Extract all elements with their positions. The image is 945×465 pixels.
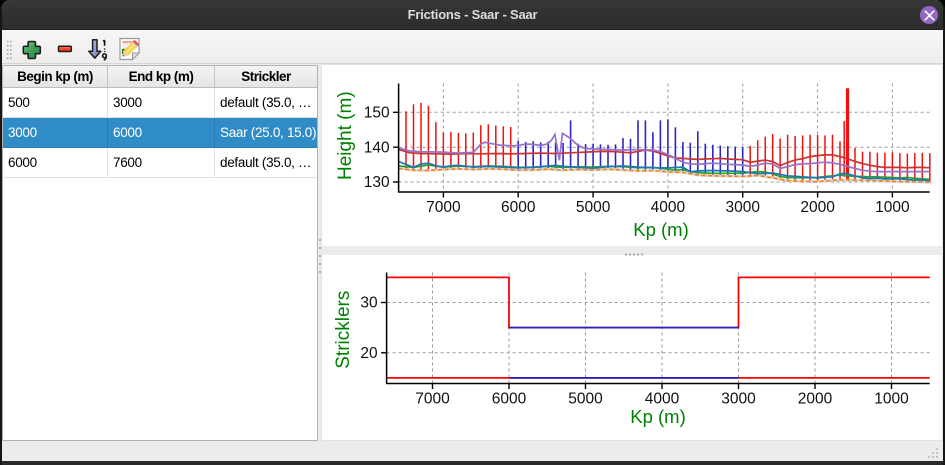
svg-text:7000: 7000 bbox=[426, 199, 461, 216]
svg-text:2000: 2000 bbox=[800, 199, 835, 216]
svg-text:4000: 4000 bbox=[645, 391, 680, 408]
svg-text:130: 130 bbox=[364, 174, 390, 191]
svg-text:5000: 5000 bbox=[576, 199, 611, 216]
svg-text:1000: 1000 bbox=[874, 391, 909, 408]
svg-text:150: 150 bbox=[364, 105, 390, 122]
svg-text:3000: 3000 bbox=[725, 199, 760, 216]
svg-text:5000: 5000 bbox=[568, 391, 603, 408]
svg-text:Height (m): Height (m) bbox=[335, 91, 356, 180]
svg-text:Kp (m): Kp (m) bbox=[633, 219, 689, 240]
svg-text:7000: 7000 bbox=[415, 391, 450, 408]
svg-text:30: 30 bbox=[360, 295, 378, 312]
svg-text:3000: 3000 bbox=[721, 391, 756, 408]
svg-text:Kp (m): Kp (m) bbox=[630, 406, 686, 427]
svg-text:Stricklers: Stricklers bbox=[333, 291, 354, 369]
svg-text:20: 20 bbox=[360, 345, 378, 362]
svg-text:4000: 4000 bbox=[651, 199, 686, 216]
svg-text:140: 140 bbox=[364, 139, 390, 156]
svg-text:1000: 1000 bbox=[875, 199, 910, 216]
svg-text:6000: 6000 bbox=[492, 391, 527, 408]
svg-text:6000: 6000 bbox=[501, 199, 536, 216]
svg-text:2000: 2000 bbox=[798, 391, 833, 408]
